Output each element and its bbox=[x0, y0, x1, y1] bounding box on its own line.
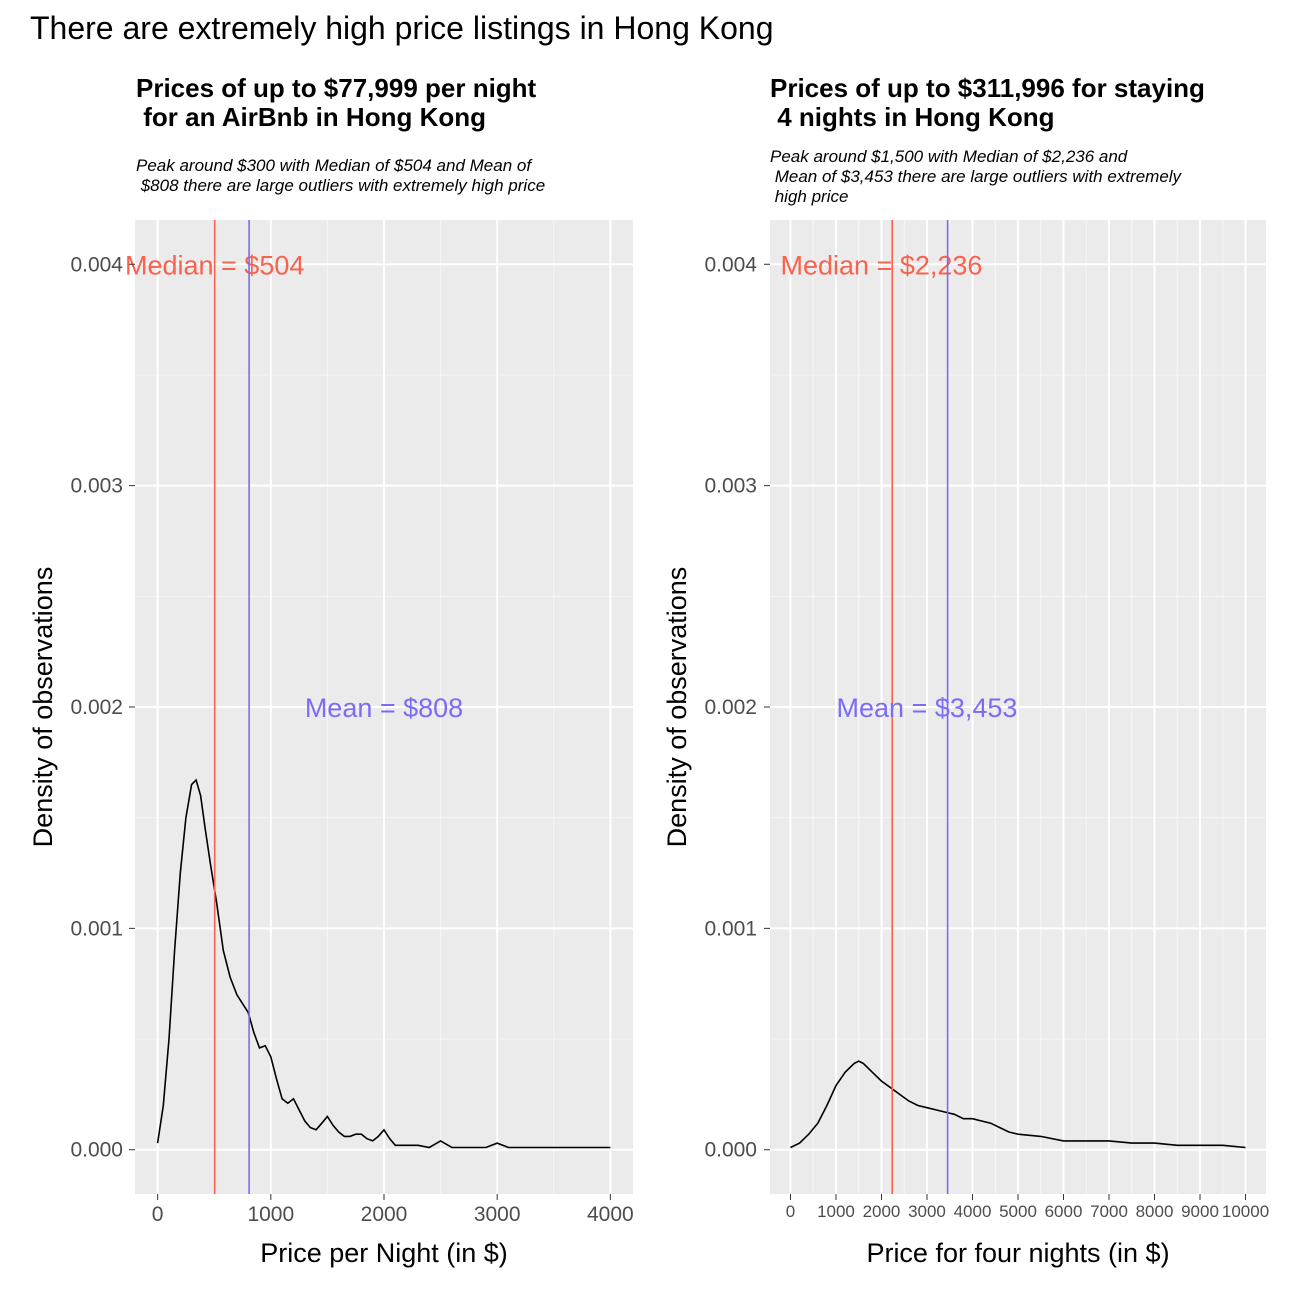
right-x-axis-title: Price for four nights (in $) bbox=[866, 1238, 1169, 1268]
left-median-label: Median = $504 bbox=[125, 250, 304, 280]
left-y-tick-label: 0.004 bbox=[70, 253, 123, 276]
right-y-tick-label: 0.001 bbox=[704, 917, 757, 940]
left-panel-title: Prices of up to $77,999 per night for an… bbox=[136, 73, 537, 132]
right-y-axis-title: Density of observations bbox=[662, 567, 692, 848]
right-panel-subtitle: Peak around $1,500 with Median of $2,236… bbox=[770, 147, 1183, 206]
right-x-tick-label: 1000 bbox=[817, 1202, 855, 1221]
right-x-tick-label: 6000 bbox=[1045, 1202, 1083, 1221]
left-x-tick-label: 0 bbox=[152, 1203, 164, 1226]
right-x-tick-label: 0 bbox=[786, 1202, 795, 1221]
right-x-tick-label: 7000 bbox=[1090, 1202, 1128, 1221]
left-x-tick-label: 4000 bbox=[587, 1203, 634, 1226]
right-x-tick-label: 9000 bbox=[1181, 1202, 1219, 1221]
left-x-tick-label: 2000 bbox=[361, 1203, 408, 1226]
left-density-curve bbox=[156, 778, 611, 1149]
left-density-panel: Prices of up to $77,999 per night for an… bbox=[28, 73, 634, 1268]
left-y-axis-title: Density of observations bbox=[28, 567, 58, 848]
right-x-tick-label: 10000 bbox=[1222, 1202, 1269, 1221]
left-x-axis-title: Price per Night (in $) bbox=[260, 1238, 508, 1268]
left-y-tick-label: 0.003 bbox=[70, 475, 123, 498]
right-x-tick-label: 4000 bbox=[954, 1202, 992, 1221]
right-panel-title: Prices of up to $311,996 for staying 4 n… bbox=[770, 73, 1205, 132]
right-y-tick-label: 0.003 bbox=[704, 475, 757, 498]
right-x-tick-label: 3000 bbox=[908, 1202, 946, 1221]
right-x-tick-label: 8000 bbox=[1136, 1202, 1174, 1221]
left-panel-subtitle: Peak around $300 with Median of $504 and… bbox=[136, 156, 545, 195]
page-title: There are extremely high price listings … bbox=[30, 10, 774, 46]
left-y-tick-label: 0.000 bbox=[70, 1139, 123, 1162]
right-x-tick-label: 2000 bbox=[863, 1202, 901, 1221]
right-mean-label: Mean = $3,453 bbox=[837, 693, 1018, 723]
right-x-tick-label: 5000 bbox=[999, 1202, 1037, 1221]
left-y-tick-label: 0.001 bbox=[70, 917, 123, 940]
left-x-tick-label: 1000 bbox=[247, 1203, 294, 1226]
right-density-panel: Prices of up to $311,996 for staying 4 n… bbox=[662, 73, 1269, 1268]
right-density-curve bbox=[790, 1060, 1246, 1149]
left-x-tick-label: 3000 bbox=[474, 1203, 521, 1226]
right-y-tick-label: 0.000 bbox=[704, 1139, 757, 1162]
right-y-tick-label: 0.002 bbox=[704, 696, 757, 719]
left-y-tick-label: 0.002 bbox=[70, 696, 123, 719]
right-y-tick-label: 0.004 bbox=[704, 253, 757, 276]
left-mean-label: Mean = $808 bbox=[305, 693, 463, 723]
right-median-label: Median = $2,236 bbox=[781, 250, 983, 280]
